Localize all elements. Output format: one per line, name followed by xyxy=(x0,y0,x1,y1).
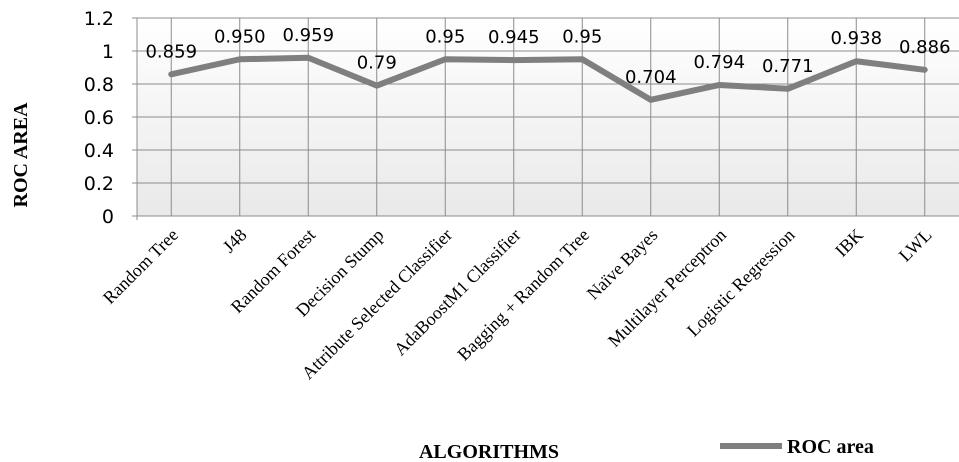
data-label: 0.945 xyxy=(488,27,540,48)
data-label: 0.95 xyxy=(562,26,602,47)
data-label: 0.959 xyxy=(282,25,334,46)
y-tick-label: 1.2 xyxy=(84,8,114,30)
legend-label: ROC area xyxy=(787,436,874,458)
y-axis-ticks: 0 0.2 0.4 0.6 0.8 1 1.2 xyxy=(84,8,137,228)
data-label: 0.704 xyxy=(625,67,677,88)
x-tick-label: Bagging + Random Tree xyxy=(453,225,593,365)
x-tick-label: LWL xyxy=(895,225,936,266)
data-label: 0.886 xyxy=(899,37,951,58)
x-tick-label: J48 xyxy=(219,225,251,257)
x-tick-label: Random Tree xyxy=(99,225,182,308)
data-label: 0.79 xyxy=(357,53,397,74)
y-tick-label: 1 xyxy=(102,41,114,63)
y-tick-label: 0.8 xyxy=(84,74,114,96)
data-label: 0.794 xyxy=(693,52,745,73)
data-label: 0.950 xyxy=(214,26,266,47)
series-roc-area xyxy=(168,54,928,103)
y-tick-label: 0.4 xyxy=(84,140,114,162)
data-label: 0.859 xyxy=(145,41,197,62)
data-label: 0.771 xyxy=(762,56,814,77)
series-line xyxy=(168,54,928,103)
y-axis-title: ROC AREA xyxy=(10,102,32,208)
x-tick-label: AdaBoostM1 Classifier xyxy=(390,225,525,360)
x-tick-label: Multilayer Perceptron xyxy=(604,225,730,351)
data-labels: 0.859 0.950 0.959 0.79 0.95 0.945 0.95 0.704 0.7… xyxy=(145,25,950,88)
x-axis-title: ALGORITHMS xyxy=(419,441,559,462)
data-label: 0.938 xyxy=(830,28,882,49)
gridlines xyxy=(136,17,959,220)
y-tick-label: 0.2 xyxy=(84,173,114,195)
x-tick-label: IBK xyxy=(831,225,867,261)
data-label: 0.95 xyxy=(425,26,465,47)
y-tick-label: 0.6 xyxy=(84,107,114,129)
legend: ROC area xyxy=(720,436,874,458)
y-tick-label: 0 xyxy=(102,206,114,228)
